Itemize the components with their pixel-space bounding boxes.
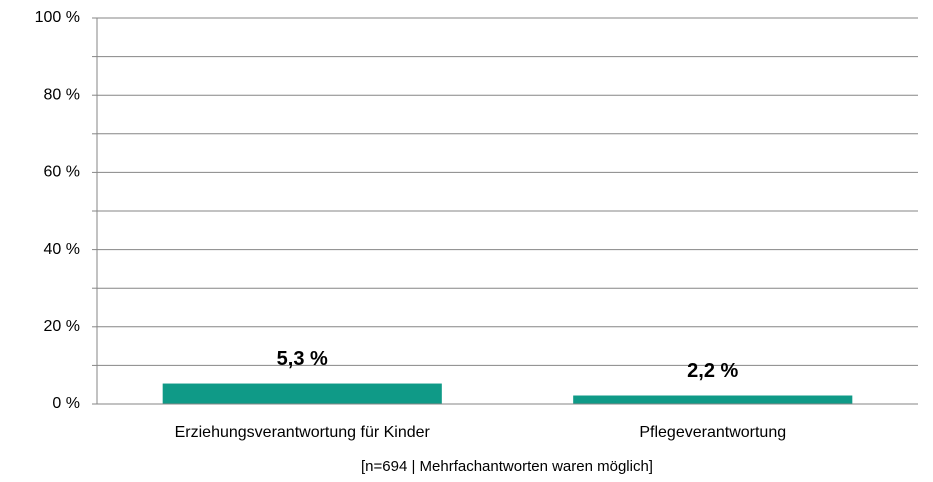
x-tick-label: Pflegeverantwortung [639, 424, 786, 441]
y-tick-label: 100 % [35, 9, 80, 26]
y-tick-label: 60 % [44, 164, 80, 181]
y-tick-label: 80 % [44, 86, 80, 103]
y-tick-label: 20 % [44, 318, 80, 335]
bar [573, 395, 853, 404]
y-tick-label: 0 % [52, 395, 80, 412]
bar [162, 383, 442, 404]
x-axis-label: [n=694 | Mehrfachantworten waren möglich… [361, 458, 653, 475]
value-label: 2,2 % [687, 360, 738, 382]
x-tick-label: Erziehungsverantwortung für Kinder [175, 424, 431, 441]
value-label: 5,3 % [277, 348, 328, 370]
y-tick-label: 40 % [44, 241, 80, 258]
